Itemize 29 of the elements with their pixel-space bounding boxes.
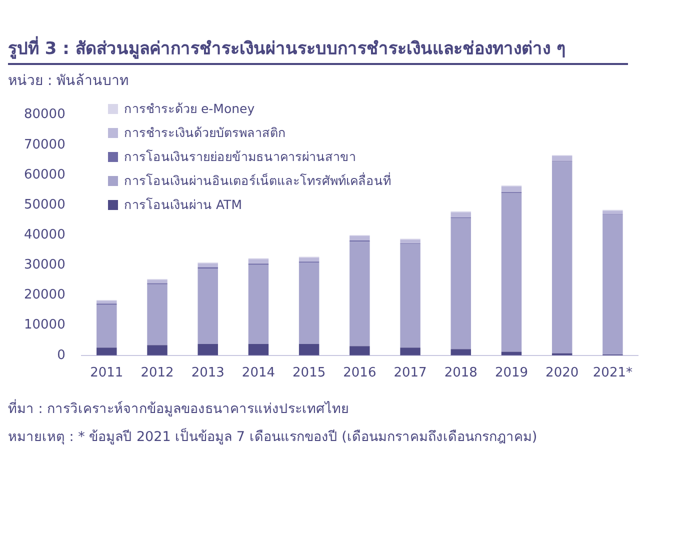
legend-label: การโอนเงินรายย่อยข้ามธนาคารผ่านสาขา bbox=[124, 148, 356, 166]
y-tick-label: 20000 bbox=[24, 288, 66, 303]
x-tick-label: 2015 bbox=[292, 366, 326, 381]
y-tick-label: 70000 bbox=[24, 137, 66, 152]
legend-label: การชำระเงินด้วยบัตรพลาสติก bbox=[124, 124, 286, 142]
x-tick-label: 2019 bbox=[494, 366, 528, 381]
x-tick-label: 2013 bbox=[191, 366, 224, 381]
y-tick-label: 50000 bbox=[24, 197, 66, 212]
y-tick-label: 10000 bbox=[24, 318, 66, 333]
chart-title: รูปที่ 3 : สัดส่วนมูลค่าการชำระเงินผ่านระบบการชำระเงินและช่องทางต่าง ๆ bbox=[8, 34, 628, 65]
legend-label: การโอนเงินผ่าน ATM bbox=[124, 196, 242, 214]
legend-label: การโอนเงินผ่านอินเตอร์เน็ตและโทรศัพท์เคลื่อนที่ bbox=[124, 171, 391, 190]
y-tick-label: 80000 bbox=[24, 107, 66, 122]
x-tick-label: 2020 bbox=[546, 366, 579, 381]
x-tick-label: 2021* bbox=[592, 366, 633, 381]
y-tick-label: 60000 bbox=[24, 167, 66, 182]
y-tick-label: 40000 bbox=[24, 227, 66, 242]
y-tick-label: 30000 bbox=[24, 258, 66, 273]
y-tick-label: 0 bbox=[57, 348, 66, 363]
y-axis-title: หน่วย : พันล้านบาท bbox=[8, 72, 130, 91]
text: ที่มา : การวิเคราะห์จากข้อมูลของธนาคารแห่งประเทศไทย bbox=[8, 398, 350, 419]
x-tick-label: 2017 bbox=[394, 366, 427, 381]
x-tick-label: 2014 bbox=[242, 366, 276, 381]
x-tick-label: 2011 bbox=[90, 366, 124, 381]
text: หมายเหตุ : * ข้อมูลปี 2021 เป็นข้อมูล 7 เดือนแรกของปี (เดือนมกราคมถึงเดือนกรกฎาคม) bbox=[8, 427, 538, 447]
x-tick-label: 2016 bbox=[343, 366, 376, 381]
legend-label: การชำระด้วย e-Money bbox=[124, 100, 255, 118]
x-tick-label: 2012 bbox=[140, 366, 174, 381]
x-tick-label: 2018 bbox=[444, 366, 478, 381]
